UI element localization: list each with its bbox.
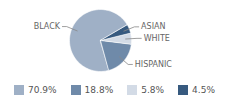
html-text:5.8%: 5.8% [141,85,165,95]
svg-text:BLACK: BLACK [34,22,61,31]
svg-text:WHITE: WHITE [144,34,170,43]
html-text:18.8%: 18.8% [84,85,114,95]
svg-text:HISPANIC: HISPANIC [135,60,173,69]
html-text:4.5%: 4.5% [192,85,215,95]
svg-text:ASIAN: ASIAN [141,22,165,31]
html-text:70.9%: 70.9% [28,85,57,95]
